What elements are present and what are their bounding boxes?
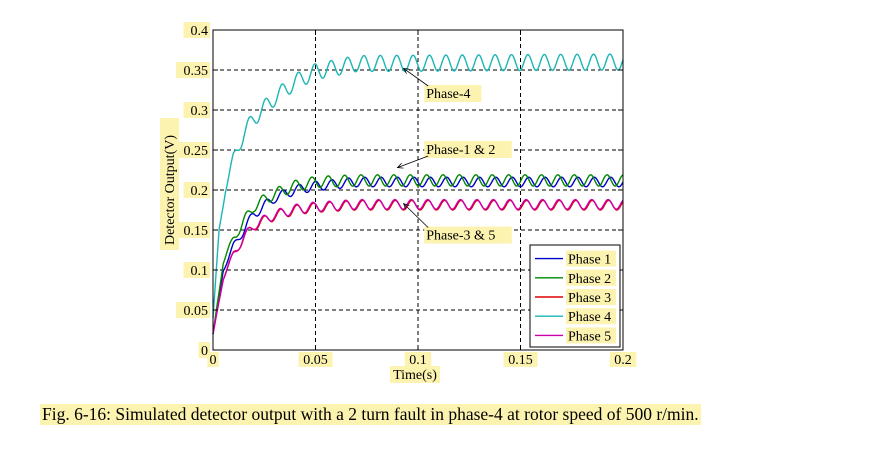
figure-caption: Fig. 6-16: Simulated detector output wit… (40, 404, 701, 425)
annotation-label: Phase-1 & 2 (426, 143, 495, 158)
y-tick-label: 0.25 (184, 144, 209, 159)
annotation-arrow (403, 203, 429, 228)
y-tick-label: 0.1 (191, 264, 209, 279)
annotation-arrowhead (402, 67, 410, 74)
annotation-label: Phase-4 (426, 87, 470, 102)
legend-label: Phase 1 (568, 253, 611, 268)
y-tick-label: 0.05 (184, 304, 209, 319)
annotations: Phase-4 Phase-1 & 2 Phase-3 & 5 (396, 67, 512, 244)
x-tick-label: 0 (210, 353, 217, 368)
series-line-1 (212, 176, 624, 335)
annotation-arrow (403, 68, 429, 87)
series-line-5 (212, 198, 624, 335)
x-tick-label: 0.2 (614, 353, 632, 368)
y-tick-label: 0.15 (184, 224, 209, 239)
legend-label: Phase 5 (568, 329, 611, 344)
annotation-label: Phase-3 & 5 (426, 229, 495, 244)
y-tick-label: 0.2 (191, 184, 209, 199)
series-lines (212, 53, 624, 335)
legend-label: Phase 3 (568, 291, 611, 306)
annotation-arrowhead (402, 202, 410, 210)
legend-label: Phase 4 (568, 310, 611, 325)
legend-label: Phase 2 (568, 272, 611, 287)
axis-ticks: 0 0.05 0.1 0.15 0.2 0 0.05 0.1 0.15 0.2 0.25 0.3 0.3… (176, 22, 637, 368)
series-line-4 (212, 53, 624, 319)
y-tick-label: 0.4 (191, 24, 209, 39)
y-tick-label: 0.3 (191, 104, 209, 119)
x-axis-label: Time(s) (393, 368, 437, 383)
x-tick-label: 0.05 (303, 353, 328, 368)
series-line-2 (212, 174, 624, 335)
x-tick-label: 0.1 (409, 353, 427, 368)
grid-lines (213, 30, 623, 350)
annotation-arrow (397, 155, 429, 168)
legend: Phase 1 Phase 2 Phase 3 Phase 4 Phase 5 (529, 244, 621, 348)
x-tick-label: 0.15 (508, 353, 533, 368)
y-axis-label: Detector Output(V) (163, 135, 178, 245)
y-tick-label: 0.35 (184, 64, 209, 79)
annotation-arrowhead (396, 162, 404, 169)
y-tick-label: 0 (201, 344, 208, 359)
